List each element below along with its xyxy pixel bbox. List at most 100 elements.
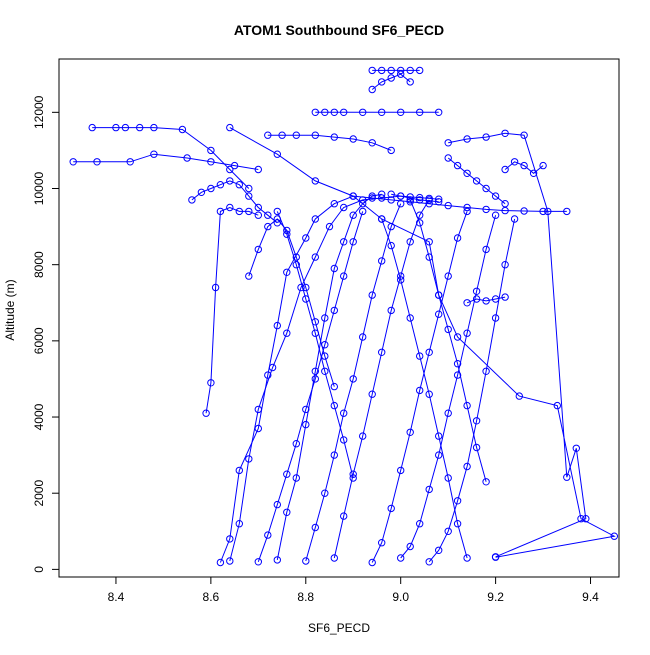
series-line [504,161,544,174]
y-tick-label: 8000 [32,251,46,278]
data-point [235,207,244,216]
data-point [340,409,348,417]
x-tick-label: 9.4 [582,590,599,604]
data-point [321,489,329,497]
data-point [482,297,490,305]
data-point [268,363,277,372]
data-point [491,295,500,303]
data-point [254,165,262,174]
y-tick-label: 0 [32,566,46,573]
data-point [387,146,395,155]
data-point [136,123,144,132]
data-point [235,181,244,189]
data-point [444,139,452,147]
data-point [311,215,319,223]
data-point [359,207,367,216]
data-point [264,222,272,231]
data-point [150,150,158,158]
data-point [330,554,338,562]
plot-frame [58,58,620,578]
data-point [283,508,291,516]
data-point [387,241,395,250]
data-point [416,193,424,202]
data-point [444,409,452,417]
data-point [230,161,239,170]
data-point [340,512,348,520]
series-line [409,199,487,482]
series-line [371,73,411,90]
data-point [264,531,272,539]
data-point [302,557,310,565]
data-point [254,245,262,254]
data-point [311,523,319,532]
data-point [216,207,225,216]
data-point [577,515,585,523]
y-tick-label: 2000 [32,480,46,507]
data-point [121,123,130,132]
data-point [349,474,357,482]
data-point [463,329,471,337]
series-line [447,157,506,205]
data-point [245,272,253,280]
data-point [292,261,300,269]
series-line [276,211,354,479]
data-point [416,386,424,395]
data-point [349,211,357,219]
data-point [482,367,490,375]
data-point [397,200,405,208]
data-point [425,238,433,246]
data-point [321,108,329,117]
data-point [245,455,253,463]
data-point [472,417,481,425]
data-point [482,184,490,193]
data-point [273,556,281,564]
data-point [273,321,281,330]
series-line [276,193,382,560]
data-point [330,264,338,273]
data-point [292,440,300,448]
data-point [397,276,405,284]
series-line [428,218,516,563]
data-point [226,165,234,174]
data-point [311,367,319,375]
data-point [226,123,234,132]
data-point [501,293,509,301]
data-point [216,181,225,189]
data-point [349,238,357,246]
series-line [400,215,497,559]
data-point [302,234,310,242]
data-point [93,158,101,166]
data-point [368,192,376,200]
data-point [378,190,386,198]
data-point [183,154,191,162]
data-point [150,123,158,132]
data-point [387,74,395,82]
data-point [453,360,462,368]
data-point [416,352,424,360]
data-point [463,401,471,410]
data-point [397,70,405,78]
data-point [553,401,561,410]
series-layer [69,66,618,567]
data-point [539,161,547,170]
data-point [359,108,367,117]
data-point [235,520,244,528]
data-point [397,108,405,117]
data-point [463,135,471,143]
data-point [435,108,443,117]
data-point [197,188,206,197]
data-point [378,194,386,202]
data-point [397,66,405,75]
data-point [311,131,319,139]
data-point [378,215,386,223]
data-point [330,133,338,141]
data-point [321,352,329,360]
data-point [397,466,405,475]
data-point [264,211,272,219]
data-point [311,329,319,337]
data-point [387,504,395,513]
data-point [416,196,424,204]
data-point [302,295,310,303]
